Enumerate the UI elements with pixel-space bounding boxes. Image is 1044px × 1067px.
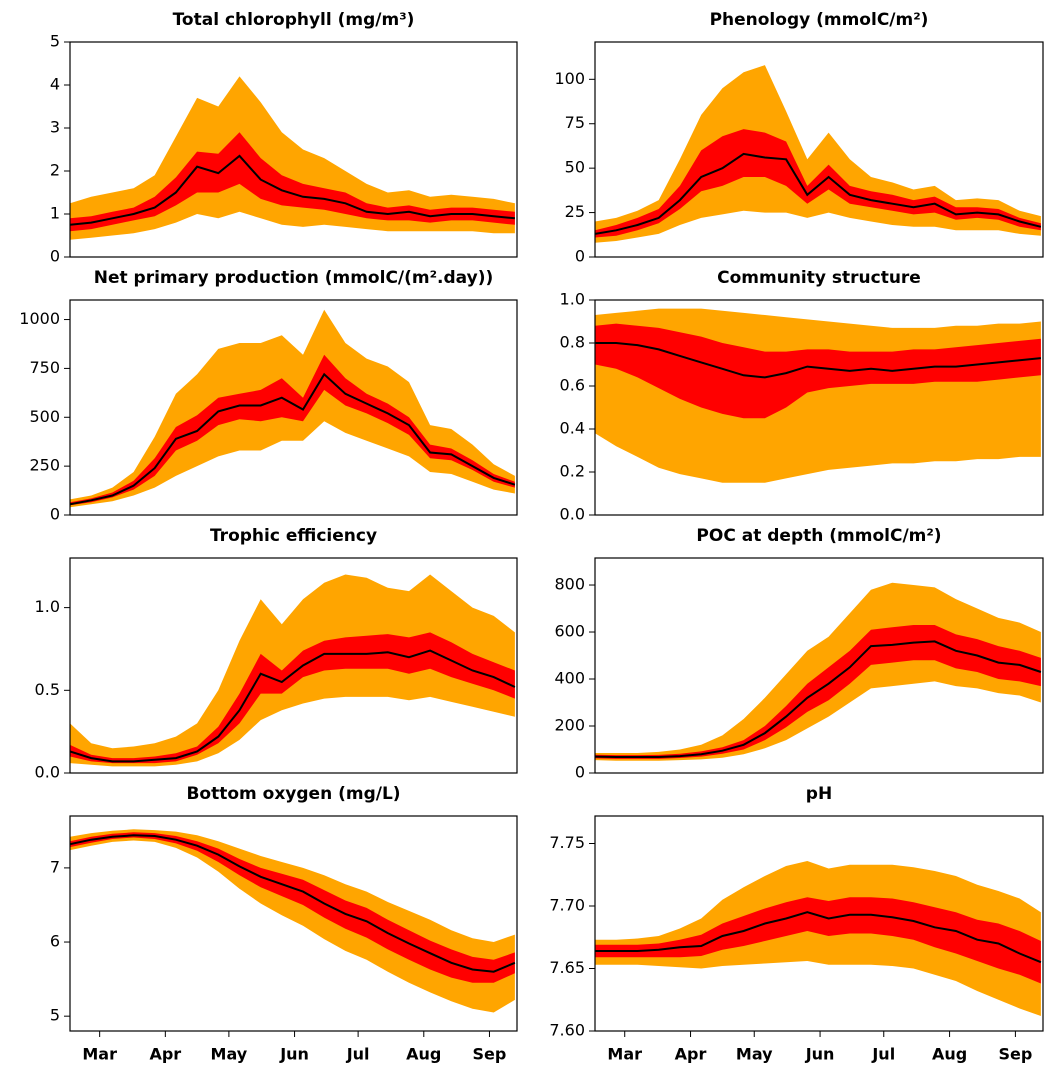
axes-frame bbox=[594, 41, 1044, 258]
median-line bbox=[595, 911, 1042, 964]
y-tick-label: 0 bbox=[575, 763, 585, 782]
axes-frame bbox=[69, 557, 518, 774]
y-tick-label: 1.0 bbox=[35, 597, 60, 616]
median-line bbox=[70, 834, 516, 973]
chart-title: Phenology (mmolC/m²) bbox=[710, 10, 929, 30]
axes-frame bbox=[594, 299, 1044, 516]
x-tick-label: Mar bbox=[607, 1045, 642, 1064]
y-tick-label: 0.2 bbox=[560, 462, 585, 481]
band bbox=[595, 897, 1041, 984]
y-tick-label: 0.6 bbox=[560, 376, 585, 395]
y-tick-label: 25 bbox=[565, 202, 585, 221]
band bbox=[595, 129, 1041, 238]
x-tick-label: May bbox=[736, 1045, 773, 1064]
chart-title: pH bbox=[806, 784, 832, 804]
x-tick-label: Jun bbox=[805, 1045, 835, 1064]
y-tick-label: 0 bbox=[50, 505, 60, 524]
y-tick-label: 1 bbox=[50, 204, 60, 223]
y-tick-label: 600 bbox=[554, 622, 585, 641]
x-tick-label: Aug bbox=[406, 1045, 441, 1064]
y-tick-label: 0.5 bbox=[35, 680, 60, 699]
median-line bbox=[70, 372, 516, 506]
median-line bbox=[595, 152, 1042, 235]
chart-title: POC at depth (mmolC/m²) bbox=[696, 526, 941, 546]
band bbox=[70, 132, 515, 232]
y-tick-label: 200 bbox=[554, 716, 585, 735]
y-tick-label: 800 bbox=[554, 575, 585, 594]
y-tick-label: 0.0 bbox=[560, 505, 585, 524]
x-tick-label: Apr bbox=[149, 1045, 181, 1064]
x-tick-label: May bbox=[211, 1045, 248, 1064]
y-tick-label: 0.8 bbox=[560, 333, 585, 352]
y-tick-label: 3 bbox=[50, 118, 60, 137]
x-tick-label: Apr bbox=[675, 1045, 707, 1064]
x-tick-label: Jul bbox=[871, 1045, 895, 1064]
y-tick-label: 1000 bbox=[19, 309, 60, 328]
x-tick-label: Jul bbox=[346, 1045, 370, 1064]
y-tick-label: 500 bbox=[29, 407, 60, 426]
y-tick-label: 100 bbox=[554, 69, 585, 88]
y-tick-label: 7.75 bbox=[549, 833, 585, 852]
x-tick-label: Sep bbox=[473, 1045, 507, 1064]
y-tick-label: 6 bbox=[50, 932, 60, 951]
y-tick-label: 0 bbox=[50, 247, 60, 266]
band bbox=[70, 832, 515, 983]
y-tick-label: 7.70 bbox=[549, 896, 585, 915]
axes-frame bbox=[69, 815, 518, 1032]
x-tick-label: Sep bbox=[998, 1045, 1032, 1064]
median-line bbox=[595, 640, 1042, 758]
axes-frame bbox=[69, 299, 518, 516]
y-tick-label: 4 bbox=[50, 75, 60, 94]
chart-title: Total chlorophyll (mg/m³) bbox=[173, 10, 415, 30]
y-tick-label: 750 bbox=[29, 358, 60, 377]
y-tick-label: 1.0 bbox=[560, 290, 585, 309]
y-tick-label: 0.4 bbox=[560, 419, 585, 438]
y-tick-label: 50 bbox=[565, 158, 585, 177]
axes-frame bbox=[594, 815, 1044, 1032]
chart-title: Bottom oxygen (mg/L) bbox=[186, 784, 400, 804]
y-tick-label: 7.65 bbox=[549, 958, 585, 977]
band bbox=[70, 829, 515, 1013]
median-line bbox=[595, 342, 1041, 379]
x-tick-label: Aug bbox=[932, 1045, 967, 1064]
axes-frame bbox=[594, 557, 1044, 774]
band bbox=[595, 323, 1041, 419]
band bbox=[595, 861, 1041, 1016]
chart-title: Net primary production (mmolC/(m².day)) bbox=[94, 268, 494, 288]
axes-frame bbox=[69, 41, 518, 258]
y-tick-label: 75 bbox=[565, 113, 585, 132]
band bbox=[70, 632, 515, 764]
y-tick-label: 7.60 bbox=[549, 1021, 585, 1040]
y-tick-label: 400 bbox=[554, 669, 585, 688]
x-tick-label: Jun bbox=[279, 1045, 309, 1064]
y-tick-label: 0.0 bbox=[35, 763, 60, 782]
band bbox=[595, 582, 1041, 761]
y-tick-label: 2 bbox=[50, 161, 60, 180]
median-line bbox=[70, 154, 515, 226]
chart-title: Trophic efficiency bbox=[210, 526, 377, 546]
y-tick-label: 5 bbox=[50, 32, 60, 51]
band bbox=[595, 625, 1041, 759]
y-tick-label: 250 bbox=[29, 456, 60, 475]
y-tick-label: 0 bbox=[575, 247, 585, 266]
chart-title: Community structure bbox=[717, 268, 921, 288]
median-line bbox=[70, 649, 516, 763]
y-tick-label: 7 bbox=[50, 857, 60, 876]
y-tick-label: 5 bbox=[50, 1006, 60, 1025]
x-tick-label: Mar bbox=[82, 1045, 117, 1064]
